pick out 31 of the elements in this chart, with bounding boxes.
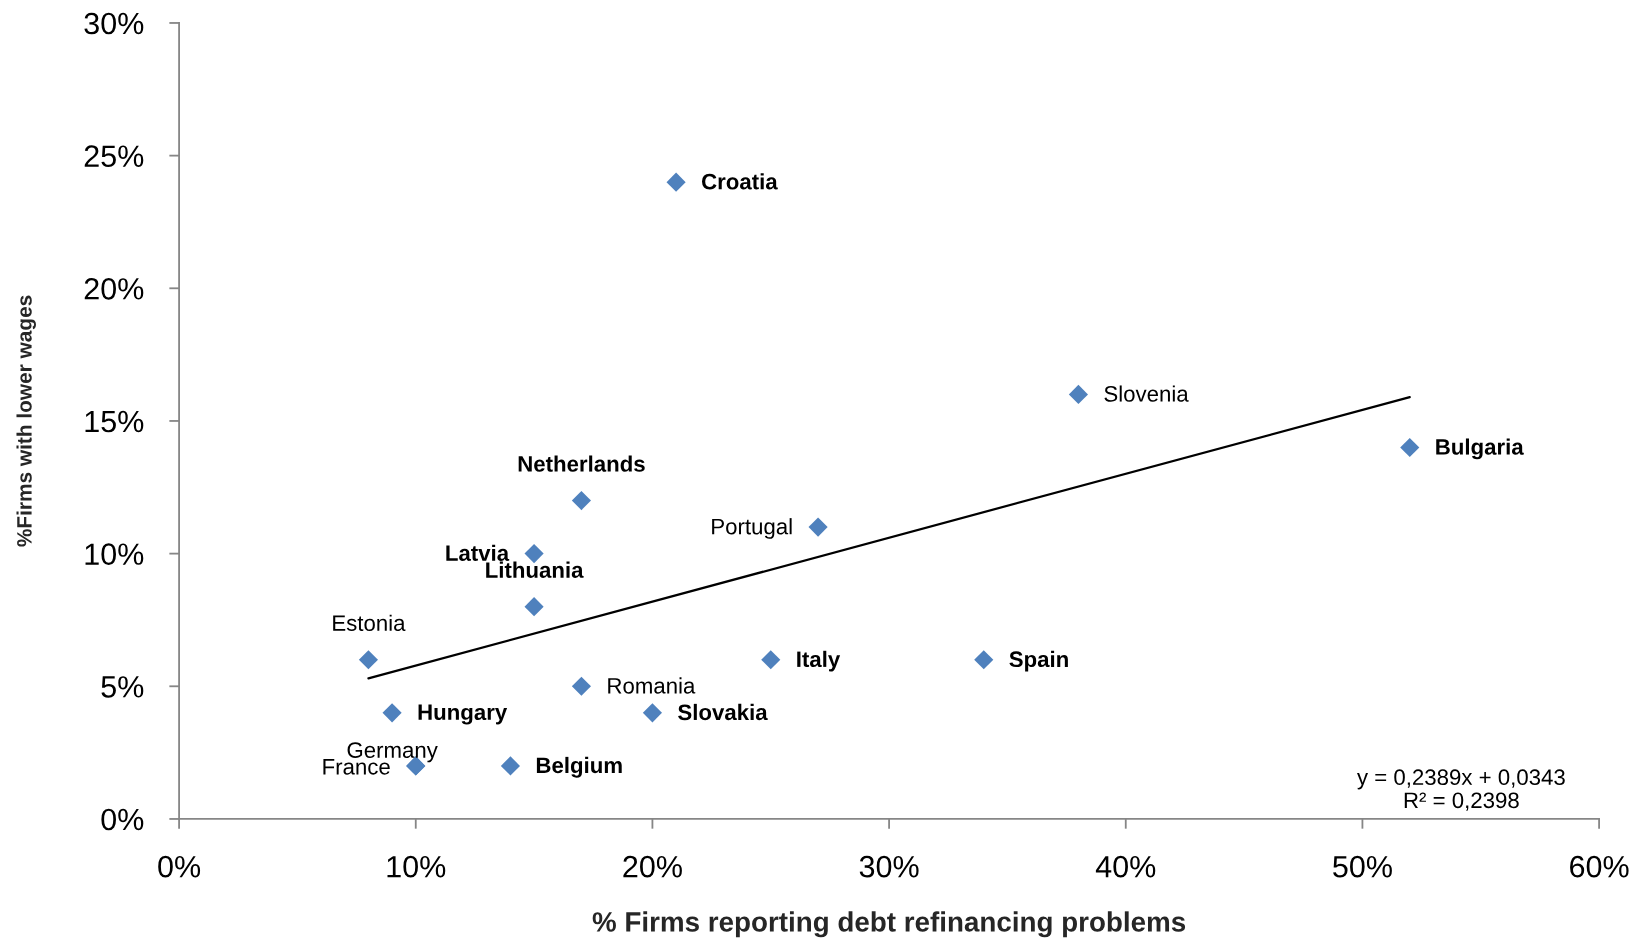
annotation: Slovenia	[1104, 385, 1189, 402]
x-axis-title: % Firms reporting debt refinancing problems	[592, 911, 1186, 938]
y-tick-label: 10%	[85, 543, 144, 565]
annotation: Netherlands	[518, 455, 645, 472]
y-tick-label: 15%	[85, 410, 144, 433]
x-tick-label: 30%	[859, 855, 919, 878]
x-tick-label: 50%	[1333, 855, 1392, 878]
y-tick-label: 0%	[101, 808, 144, 831]
x-tick-label: 0%	[158, 855, 201, 878]
y-tick-label: 30%	[84, 12, 144, 35]
x-tick-label: 10%	[387, 855, 446, 878]
annotation: Estonia	[333, 614, 406, 631]
annotation: Slovakia	[678, 703, 768, 721]
annotation: Italy	[797, 650, 841, 672]
x-tick-label: 60%	[1570, 855, 1629, 878]
y-axis-title: %Firms with lower wages	[16, 295, 36, 547]
annotation: Croatia	[702, 173, 778, 190]
y-tick-label: 20%	[84, 278, 144, 300]
annotation: Lithuania	[486, 561, 584, 578]
annotation: Hungary	[418, 704, 508, 725]
x-tick-label: 20%	[623, 855, 682, 878]
x-tick-label: 40%	[1095, 855, 1156, 878]
y-tick-label: 5%	[101, 676, 144, 698]
annotation: Spain	[1009, 650, 1068, 672]
annotation: Romania	[608, 677, 696, 694]
annotation: y = 0,2389x + 0,0343 R² = 0,2398	[1357, 769, 1565, 811]
annotation: Belgium	[536, 756, 622, 778]
annotation: Latvia	[446, 544, 510, 561]
annotation: Portugal	[712, 518, 792, 539]
annotation: Bulgaria	[1436, 438, 1524, 460]
y-tick-label: 25%	[84, 145, 144, 167]
